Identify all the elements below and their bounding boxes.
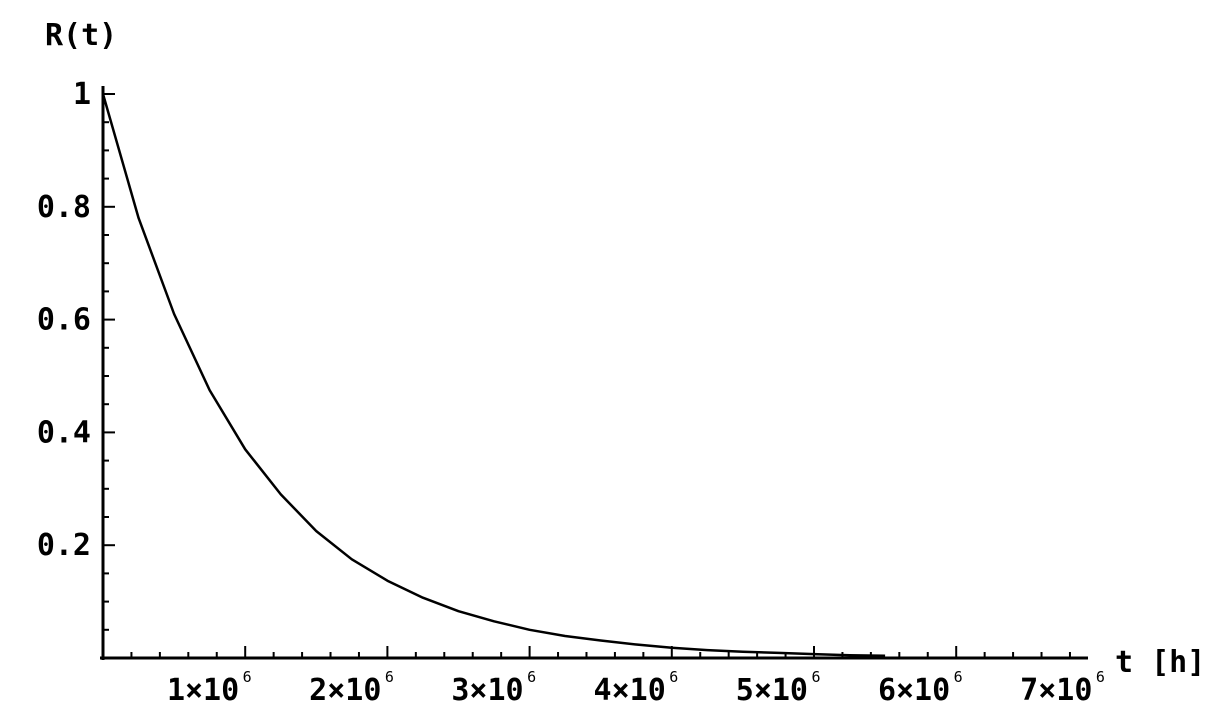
series-line-0 <box>101 93 886 657</box>
x-tick-base: ×10 <box>896 673 950 708</box>
x-tick-exponent: 6 <box>669 668 678 686</box>
x-tick-mantissa: 1 <box>167 673 185 708</box>
y-tick-label: 0.6 <box>37 303 91 338</box>
x-tick-label: 7×10 <box>1020 673 1092 708</box>
axes <box>100 86 1088 660</box>
x-tick-mantissa: 5 <box>736 673 754 708</box>
x-tick-label: 5×10 <box>736 673 808 708</box>
x-tick-exponent: 6 <box>527 668 536 686</box>
x-tick-mantissa: 2 <box>309 673 327 708</box>
tick-marks <box>103 93 1071 658</box>
x-tick-label: 1×10 <box>167 673 239 708</box>
x-tick-label: 3×10 <box>451 673 523 708</box>
x-tick-mantissa: 4 <box>594 673 612 708</box>
x-tick-mantissa: 7 <box>1020 673 1038 708</box>
x-tick-base: ×10 <box>327 673 381 708</box>
x-tick-label: 2×10 <box>309 673 381 708</box>
y-tick-label: 1 <box>73 77 91 112</box>
x-tick-mantissa: 3 <box>451 673 469 708</box>
x-tick-label: 6×10 <box>878 673 950 708</box>
x-tick-label: 4×10 <box>594 673 666 708</box>
x-tick-mantissa: 6 <box>878 673 896 708</box>
x-tick-base: ×10 <box>754 673 808 708</box>
x-tick-exponent: 6 <box>385 668 394 686</box>
y-tick-label: 0.2 <box>37 528 91 563</box>
x-tick-base: ×10 <box>612 673 666 708</box>
x-tick-base: ×10 <box>1038 673 1092 708</box>
x-tick-exponent: 6 <box>811 668 820 686</box>
tick-labels: 0.20.40.60.811×10 6 2×10 6 3×10 6 4×10 6 5×10 6 6×… <box>37 77 1105 708</box>
series-layer <box>101 93 886 657</box>
x-tick-exponent: 6 <box>1096 668 1105 686</box>
y-tick-label: 0.4 <box>37 415 91 450</box>
x-tick-exponent: 6 <box>243 668 252 686</box>
x-tick-exponent: 6 <box>954 668 963 686</box>
y-tick-label: 0.8 <box>37 190 91 225</box>
x-axis-label: t [h] <box>1115 645 1205 680</box>
x-tick-base: ×10 <box>469 673 523 708</box>
y-axis-label: R(t) <box>45 18 117 53</box>
x-tick-base: ×10 <box>185 673 239 708</box>
